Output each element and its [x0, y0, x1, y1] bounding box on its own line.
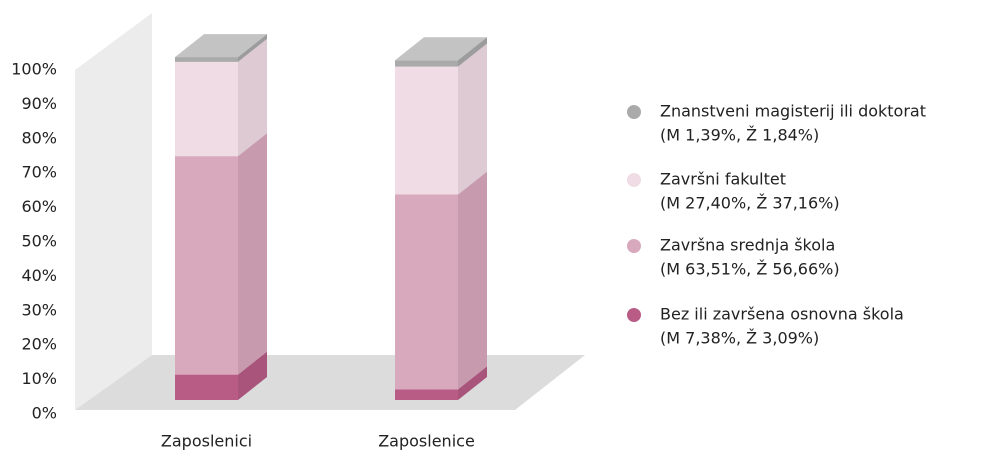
legend-marker: [627, 308, 641, 322]
legend-label: Bez ili završena osnovna škola: [660, 305, 904, 324]
legend-marker: [627, 173, 641, 187]
legend-marker: [627, 105, 641, 119]
y-tick-label: 20%: [21, 335, 57, 354]
y-tick-label: 70%: [21, 163, 57, 182]
legend-label: Završni fakultet: [660, 170, 786, 189]
bar-side: [238, 133, 267, 375]
bar-side-shade: [458, 171, 487, 390]
bar-side: [458, 366, 487, 400]
bar-segment: [175, 61, 238, 157]
legend-note: (M 63,51%, Ž 56,66%): [660, 260, 840, 279]
legend-label: Znanstveni magisterij ili doktorat: [660, 102, 926, 121]
bar-segment: [175, 156, 238, 375]
legend-note: (M 7,38%, Ž 3,09%): [660, 329, 819, 348]
y-tick-label: 100%: [11, 60, 57, 79]
bar-side: [238, 351, 267, 400]
bar-segment: [395, 60, 458, 67]
x-tick-label: Zaposlenici: [161, 432, 252, 451]
y-tick-label: 80%: [21, 128, 57, 147]
y-tick-label: 40%: [21, 266, 57, 285]
bar-segment: [175, 57, 238, 62]
y-tick-label: 0%: [32, 404, 57, 423]
legend-note: (M 27,40%, Ž 37,16%): [660, 194, 840, 213]
back-wall: [75, 13, 152, 410]
y-tick-label: 30%: [21, 300, 57, 319]
bar-side-shade: [238, 133, 267, 375]
bar-segment: [395, 194, 458, 390]
bar-side: [238, 34, 267, 62]
bar-top: [175, 34, 267, 58]
legend-label: Završna srednja škola: [660, 236, 835, 255]
y-tick-label: 50%: [21, 232, 57, 251]
bar-side-shade: [238, 351, 267, 400]
bar-side-shade: [458, 37, 487, 67]
bar-side: [458, 171, 487, 390]
x-tick-label: Zaposlenice: [378, 432, 475, 451]
y-tick-label: 60%: [21, 197, 57, 216]
bar-side-shade: [458, 366, 487, 400]
y-tick-label: 90%: [21, 94, 57, 113]
bar-side: [458, 43, 487, 195]
bar-segment: [395, 66, 458, 195]
bar-side: [458, 37, 487, 67]
floor: [75, 355, 585, 410]
bar-side-shade: [238, 34, 267, 62]
bar-segment: [175, 374, 238, 400]
legend-note: (M 1,39%, Ž 1,84%): [660, 126, 819, 145]
y-tick-label: 10%: [21, 369, 57, 388]
legend-marker: [627, 239, 641, 253]
bar-segment: [395, 389, 458, 400]
bar-top: [395, 37, 487, 61]
bar-side-shade: [238, 38, 267, 157]
bar-side: [238, 38, 267, 157]
bar-side-shade: [458, 43, 487, 195]
